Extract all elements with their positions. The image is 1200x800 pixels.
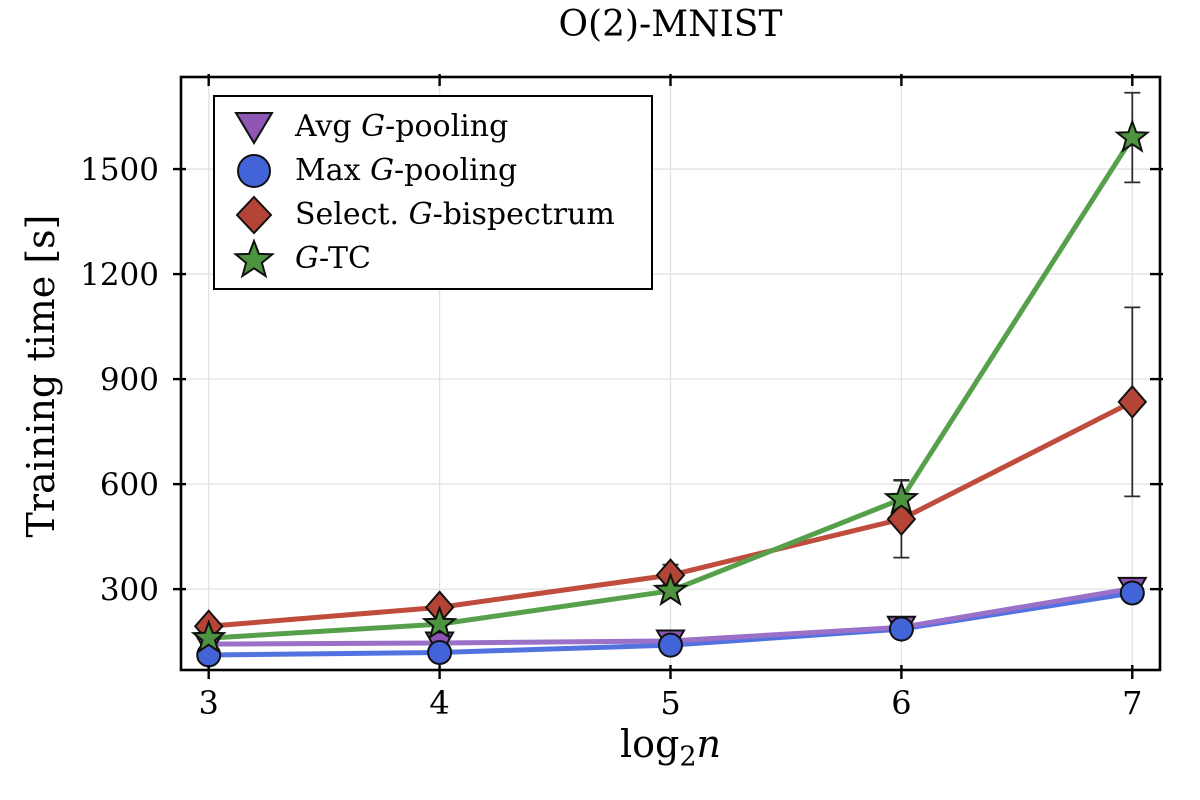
legend-item-max-g-pooling: Max G-pooling xyxy=(215,149,651,193)
star-icon xyxy=(233,237,275,278)
y-tick-label-1200: 1200 xyxy=(80,257,159,293)
marker-select-g-bispectrum-x7 xyxy=(1117,384,1148,419)
x-tick-label-7: 7 xyxy=(1122,684,1142,722)
marker-select-g-bispectrum-x6 xyxy=(886,502,917,537)
y-tick-label-1500: 1500 xyxy=(80,152,159,188)
legend-label: Avg G-pooling xyxy=(295,109,509,144)
x-tick-label-5: 5 xyxy=(660,684,680,722)
marker-g-tc-x3 xyxy=(190,619,227,654)
marker-max-g-pooling-x4 xyxy=(427,639,453,665)
x-tick-label-3: 3 xyxy=(199,684,219,722)
x-axis-label: log2n xyxy=(619,722,722,773)
y-tick-label-300: 300 xyxy=(100,572,159,608)
y-tick-label-600: 600 xyxy=(100,467,159,503)
marker-max-g-pooling-x6 xyxy=(888,616,914,642)
chart-title: O(2)-MNIST xyxy=(558,4,783,45)
legend-item-avg-g-pooling: Avg G-pooling xyxy=(215,105,651,149)
legend-item-select-g-bispectrum: Select. G-bispectrum xyxy=(215,193,651,237)
legend-label: G-TC xyxy=(295,241,371,276)
x-tick-label-4: 4 xyxy=(429,684,449,722)
y-tick-label-900: 900 xyxy=(100,362,159,398)
marker-g-tc-x6 xyxy=(883,480,920,515)
legend-label: Select. G-bispectrum xyxy=(295,197,615,232)
circle-icon xyxy=(237,153,271,188)
legend: Avg G-pooling Max G-pooling Select. G-bi… xyxy=(213,95,653,290)
marker-max-g-pooling-x5 xyxy=(658,632,683,658)
marker-g-tc-x7 xyxy=(1114,118,1151,153)
x-tick-label-6: 6 xyxy=(891,684,911,722)
marker-g-tc-x5 xyxy=(652,572,689,607)
diamond-icon xyxy=(235,195,273,234)
legend-item-g-tc: G-TC xyxy=(215,237,651,281)
triangle-down-icon xyxy=(234,111,274,145)
marker-max-g-pooling-x7 xyxy=(1119,580,1145,606)
marker-g-tc-x4 xyxy=(421,605,458,640)
legend-label: Max G-pooling xyxy=(295,153,518,188)
